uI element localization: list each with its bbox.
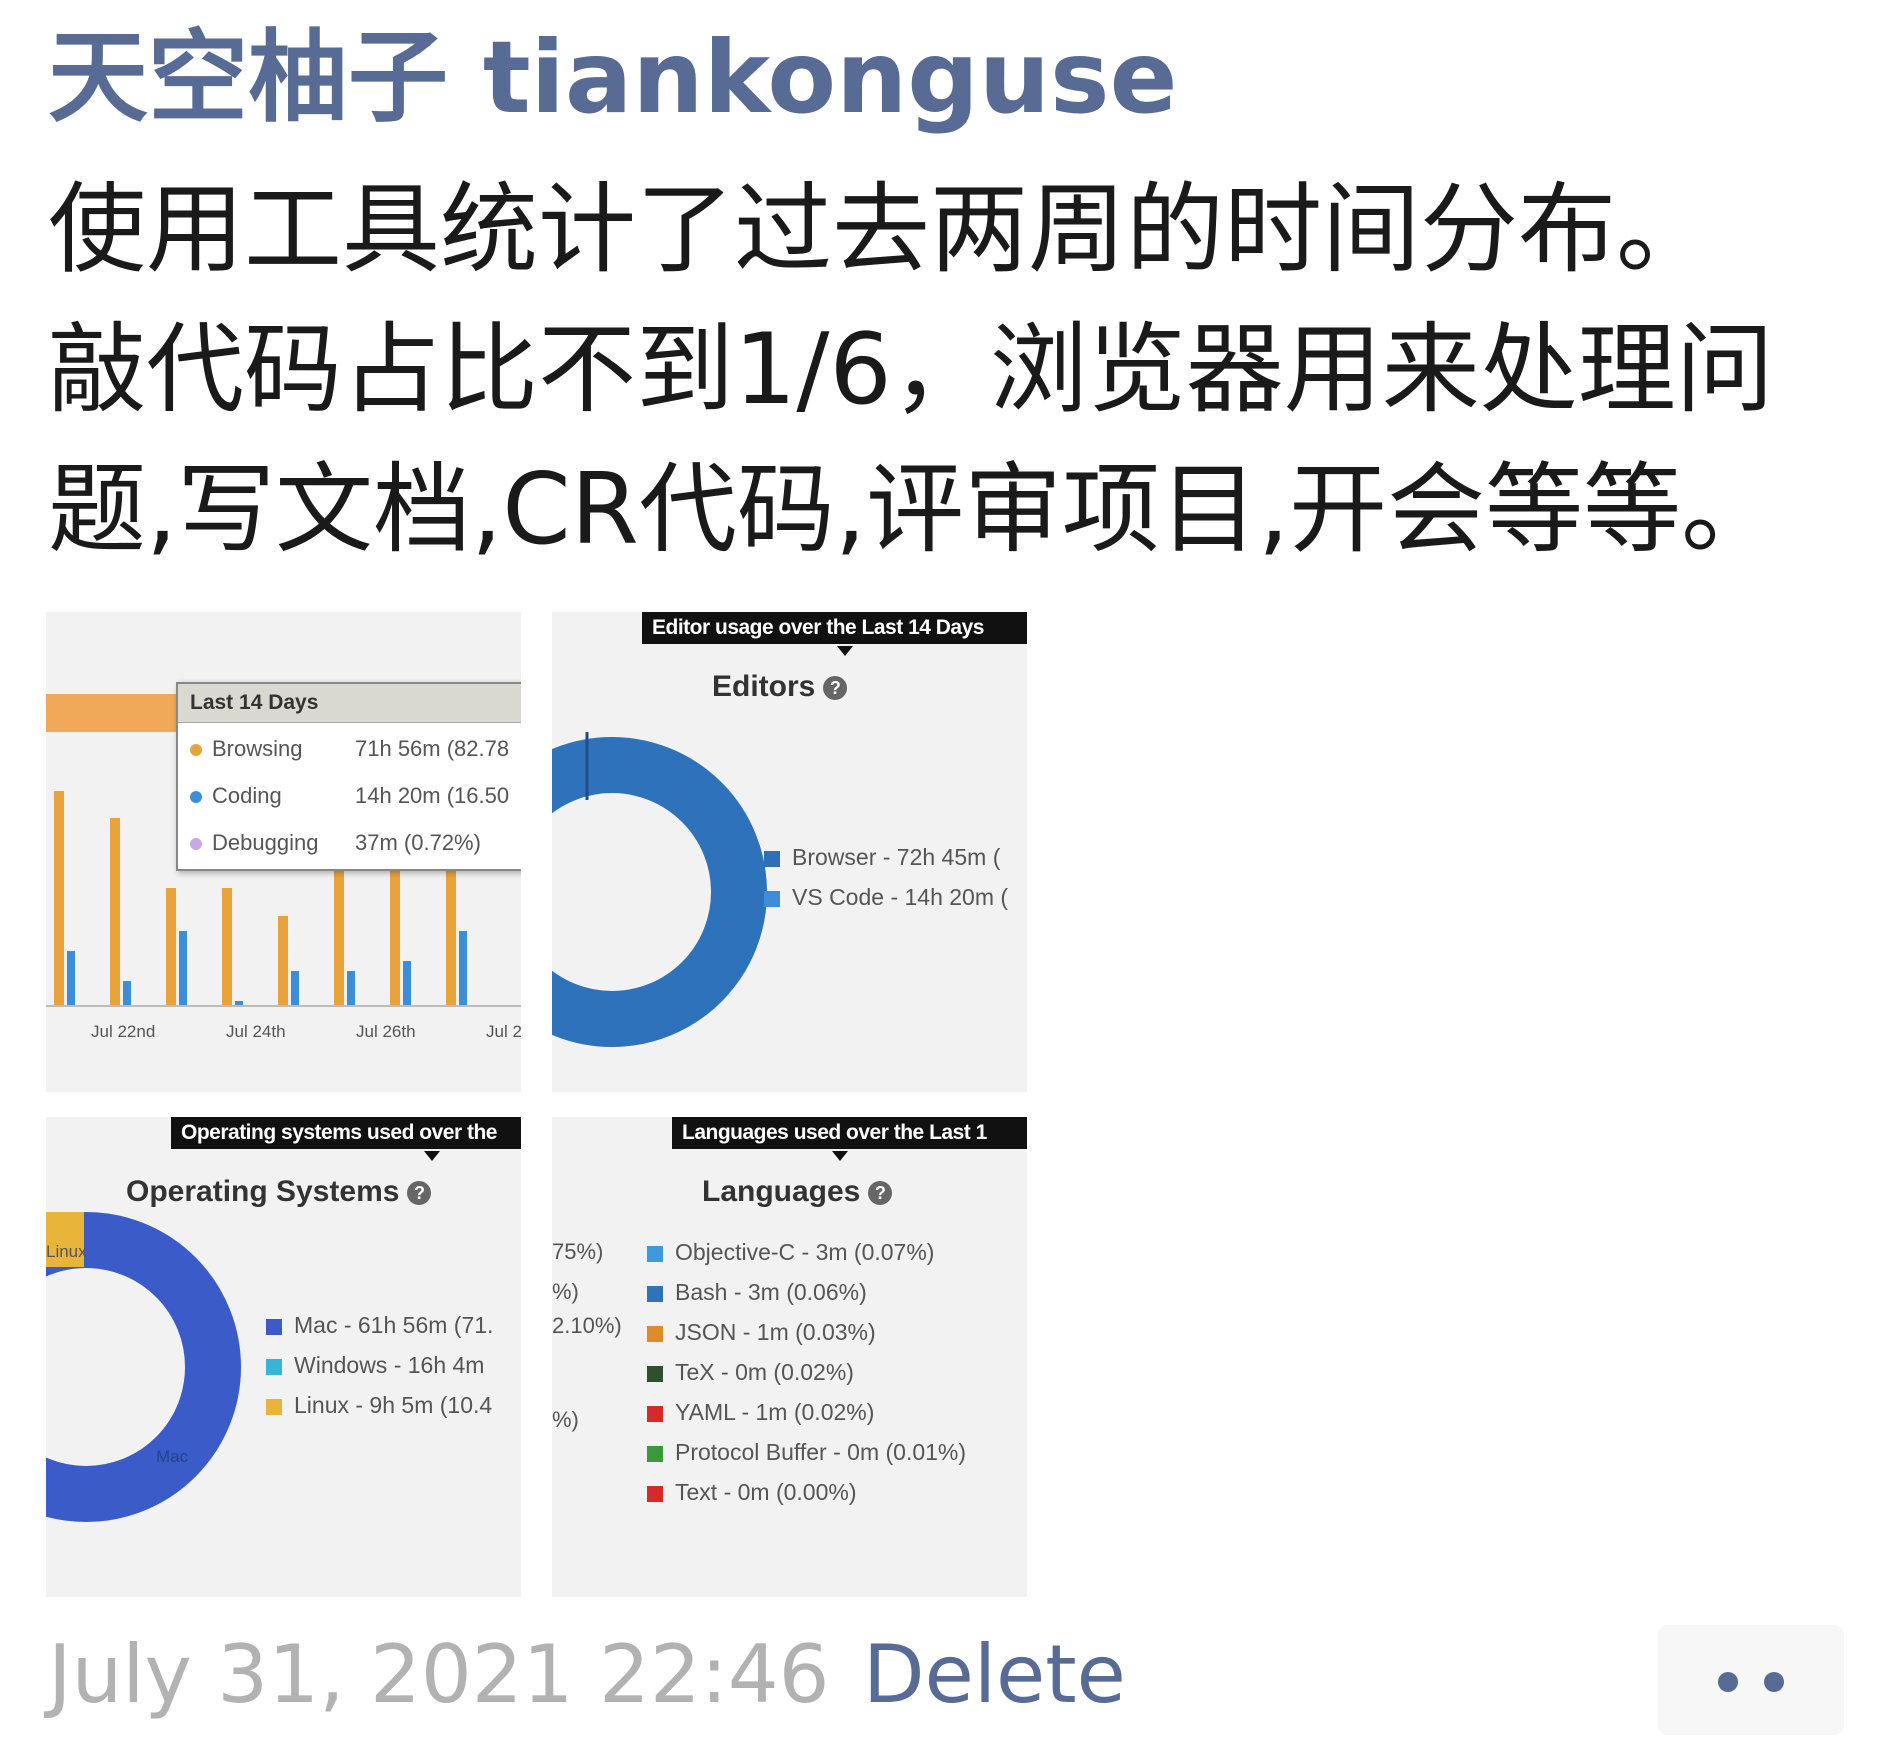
debugging-label: Debugging [212, 830, 319, 855]
coding-label: Coding [212, 783, 282, 808]
browsing-dot-icon [190, 744, 202, 756]
post-text: 使用工具统计了过去两周的时间分布。 敲代码占比不到1/6，浏览器用来处理问 题,… [48, 160, 1848, 580]
legend-item: Objective-C - 3m (0.07%) [647, 1232, 966, 1272]
more-dots-icon [1718, 1672, 1738, 1692]
activity-tooltip-title: Last 14 Days [178, 684, 521, 723]
post-text-line-2: 敲代码占比不到1/6，浏览器用来处理问 [48, 313, 1774, 427]
x-tick: Jul 2 [486, 1022, 521, 1041]
browsing-value: 71h 56m (82.78 [355, 736, 510, 761]
debugging-value: 37m (0.72%) [355, 830, 481, 855]
post-timestamp: July 31, 2021 22:46 [48, 1628, 830, 1721]
activity-tooltip: Last 14 Days Browsing 71h 56m (82.78 Codi… [176, 682, 521, 871]
browsing-bar [278, 916, 288, 1006]
help-icon[interactable]: ? [868, 1181, 893, 1205]
post-text-line-1: 使用工具统计了过去两周的时间分布。 [48, 173, 1715, 287]
legend-fragment: 75%) [552, 1239, 604, 1264]
legend-debugging: Debugging 37m (0.72%) [190, 830, 481, 856]
os-donut [46, 1212, 241, 1522]
post-footer: July 31, 2021 22:46 Delete [48, 1625, 1848, 1735]
legend-item: Mac - 61h 56m (71. [266, 1305, 493, 1345]
help-icon[interactable]: ? [823, 676, 848, 700]
delete-button[interactable]: Delete [863, 1628, 1126, 1721]
legend-item: Protocol Buffer - 0m (0.01%) [647, 1432, 966, 1472]
help-icon[interactable]: ? [407, 1181, 432, 1205]
editors-tooltip: Editor usage over the Last 14 Days [642, 612, 1027, 644]
x-tick: Jul 26th [356, 1022, 416, 1041]
legend-fragment: %) [552, 1407, 579, 1432]
os-title: Operating Systems? [126, 1175, 432, 1209]
donut-label: Mac [156, 1447, 189, 1466]
coding-bar [347, 971, 355, 1006]
image-languages-chart[interactable]: Languages used over the Last 1 Languages… [552, 1117, 1027, 1597]
browsing-bar [54, 791, 64, 1006]
browsing-bar [334, 836, 344, 1006]
editors-title: Editors? [712, 670, 848, 704]
tooltip-arrow-icon [424, 1151, 440, 1161]
legend-item: YAML - 1m (0.02%) [647, 1392, 966, 1432]
browsing-bar [166, 888, 176, 1006]
debugging-dot-icon [190, 838, 202, 850]
languages-tooltip: Languages used over the Last 1 [672, 1117, 1027, 1149]
legend-item: Windows - 16h 4m [266, 1345, 493, 1385]
legend-item: Text - 0m (0.00%) [647, 1472, 966, 1512]
languages-title: Languages? [702, 1175, 893, 1209]
legend-item: JSON - 1m (0.03%) [647, 1312, 966, 1352]
browsing-bar [390, 836, 400, 1006]
coding-bar [123, 981, 131, 1006]
editors-donut [552, 732, 767, 1047]
legend-coding: Coding 14h 20m (16.50 [190, 783, 509, 809]
legend-item: Linux - 9h 5m (10.4 [266, 1385, 493, 1425]
author-name[interactable]: 天空柚子 tiankonguse [48, 19, 1178, 136]
coding-bar [179, 931, 187, 1006]
image-os-chart[interactable]: Operating systems used over the Operatin… [46, 1117, 521, 1597]
more-dots-icon [1764, 1672, 1784, 1692]
coding-bar [235, 1001, 243, 1006]
donut-label: Linux [46, 1242, 87, 1261]
legend-fragment: 2.10%) [552, 1313, 622, 1338]
legend-fragment: %) [552, 1279, 579, 1304]
post-text-line-3: 题,写文档,CR代码,评审项目,开会等等。 [48, 453, 1780, 567]
activity-bars [46, 694, 521, 1007]
tooltip-arrow-icon [832, 1151, 848, 1161]
x-tick: Jul 22nd [91, 1022, 156, 1041]
legend-item: Browser - 72h 45m ( [764, 837, 1008, 877]
browsing-bar [110, 818, 120, 1006]
os-legend: Mac - 61h 56m (71. Windows - 16h 4m Linu… [266, 1305, 493, 1425]
coding-bar [291, 971, 299, 1006]
legend-browsing: Browsing 71h 56m (82.78 [190, 736, 509, 762]
image-grid: Last 14 Days Browsing 71h 56m (82.78 Codi… [46, 612, 1031, 1597]
image-activity-chart[interactable]: Last 14 Days Browsing 71h 56m (82.78 Codi… [46, 612, 521, 1092]
browsing-label: Browsing [212, 736, 303, 761]
coding-value: 14h 20m (16.50 [355, 783, 510, 808]
coding-bar [403, 961, 411, 1006]
os-tooltip: Operating systems used over the [171, 1117, 521, 1149]
image-editors-chart[interactable]: Editor usage over the Last 14 Days Edito… [552, 612, 1027, 1092]
languages-legend: Objective-C - 3m (0.07%) Bash - 3m (0.06… [647, 1232, 966, 1512]
coding-bar [67, 951, 75, 1006]
more-button[interactable] [1658, 1625, 1844, 1735]
editors-legend: Browser - 72h 45m ( VS Code - 14h 20m ( [764, 837, 1008, 917]
browsing-bar [222, 888, 232, 1006]
legend-item: Bash - 3m (0.06%) [647, 1272, 966, 1312]
x-tick: Jul 24th [226, 1022, 286, 1041]
browsing-bar [446, 836, 456, 1006]
legend-item: VS Code - 14h 20m ( [764, 877, 1008, 917]
tooltip-arrow-icon [837, 646, 853, 656]
coding-dot-icon [190, 791, 202, 803]
legend-item: TeX - 0m (0.02%) [647, 1352, 966, 1392]
coding-bar [459, 931, 467, 1006]
